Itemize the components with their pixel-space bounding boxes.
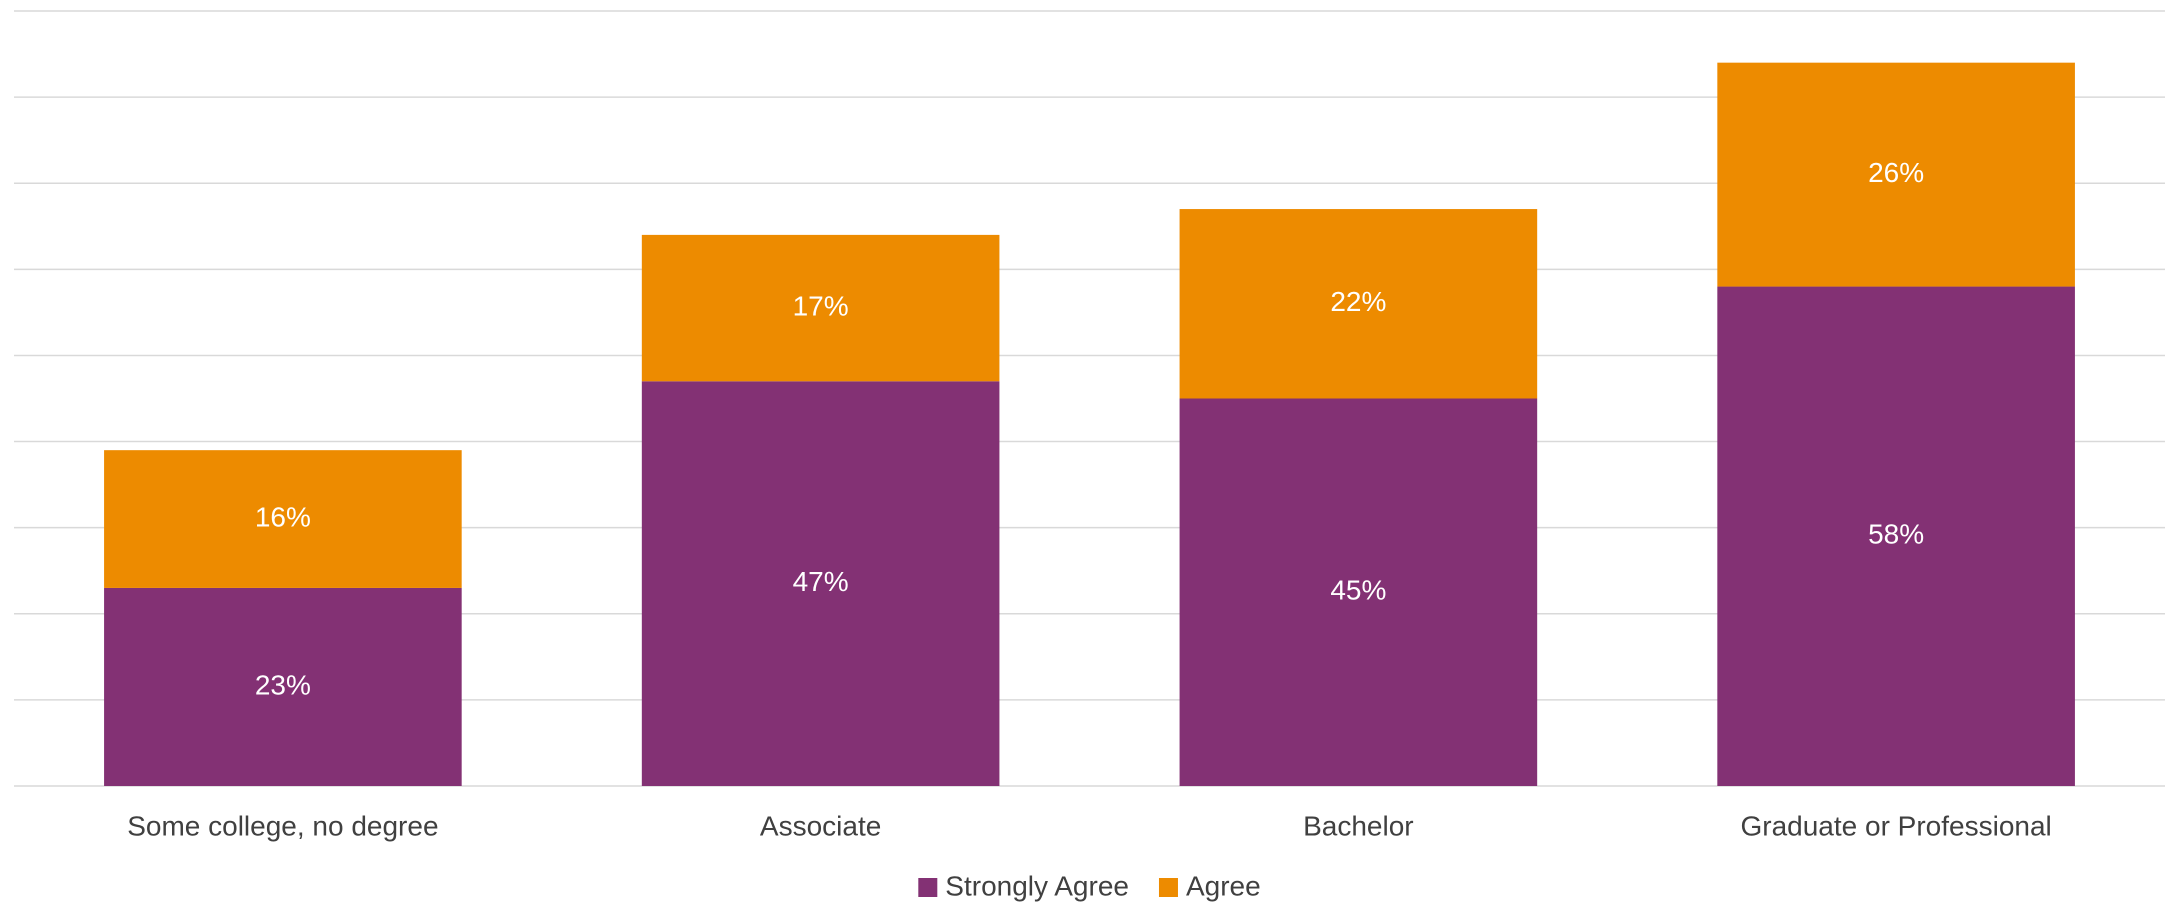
data-label: 22%: [1330, 286, 1386, 317]
legend-label: Agree: [1186, 870, 1261, 901]
bar-segment: [641, 381, 1000, 786]
legend-swatch: [1158, 878, 1178, 897]
x-tick-label: Some college, no degree: [127, 810, 438, 841]
bar-segment: [104, 450, 462, 588]
bar-segment: [104, 587, 462, 786]
x-tick-label: Graduate or Professional: [1740, 810, 2051, 841]
data-label: 17%: [793, 290, 849, 321]
data-label: 45%: [1330, 575, 1386, 606]
x-tick-label: Associate: [760, 810, 881, 841]
data-label: 26%: [1868, 157, 1924, 188]
legend-swatch: [918, 878, 938, 897]
bar-segment: [1717, 286, 2075, 786]
bar-segment: [1717, 62, 2075, 287]
x-tick-label: Bachelor: [1303, 810, 1414, 841]
legend-label: Strongly Agree: [945, 870, 1129, 901]
data-label: 23%: [255, 669, 311, 700]
data-label: 47%: [793, 566, 849, 597]
bar-segment: [1179, 398, 1538, 786]
data-label: 58%: [1868, 519, 1924, 550]
bar-segment: [1179, 209, 1538, 399]
data-label: 16%: [255, 501, 311, 532]
bar-segment: [641, 234, 1000, 382]
